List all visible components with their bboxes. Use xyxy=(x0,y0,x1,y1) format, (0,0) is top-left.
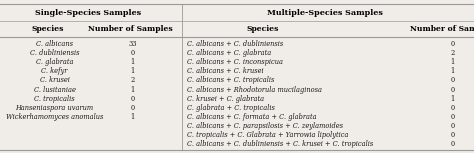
Text: 0: 0 xyxy=(131,49,135,57)
Text: Number of Samples: Number of Samples xyxy=(88,25,173,33)
Text: 1: 1 xyxy=(451,67,455,75)
Text: C. albicans + C. tropicalis: C. albicans + C. tropicalis xyxy=(187,76,274,84)
Text: C. glabrata + C. tropicalis: C. glabrata + C. tropicalis xyxy=(187,104,275,112)
Text: Number of Samples: Number of Samples xyxy=(410,25,474,33)
Text: Hanseniaspora uvarum: Hanseniaspora uvarum xyxy=(16,104,93,112)
Text: Multiple-Species Samples: Multiple-Species Samples xyxy=(267,9,383,17)
Text: 0: 0 xyxy=(451,122,455,130)
Text: 1: 1 xyxy=(451,95,455,103)
Text: C. tropicalis + C. Glabrata + Yarrowia lipolytica: C. tropicalis + C. Glabrata + Yarrowia l… xyxy=(187,131,349,139)
Text: C. tropicalis: C. tropicalis xyxy=(34,95,75,103)
Text: Single-Species Samples: Single-Species Samples xyxy=(35,9,141,17)
Text: C. albicans + C. inconspicua: C. albicans + C. inconspicua xyxy=(187,58,283,66)
Text: 0: 0 xyxy=(451,131,455,139)
Text: 0: 0 xyxy=(131,104,135,112)
Text: C. albicans: C. albicans xyxy=(36,40,73,48)
Text: 0: 0 xyxy=(451,76,455,84)
Text: 1: 1 xyxy=(131,67,135,75)
Text: C. albicans + C. formata + C. glabrata: C. albicans + C. formata + C. glabrata xyxy=(187,113,317,121)
Text: 1: 1 xyxy=(451,58,455,66)
Text: 1: 1 xyxy=(131,113,135,121)
Text: C. kefyr: C. kefyr xyxy=(41,67,68,75)
Text: 0: 0 xyxy=(451,113,455,121)
Text: 2: 2 xyxy=(131,76,135,84)
Text: C. krusei + C. glabrata: C. krusei + C. glabrata xyxy=(187,95,264,103)
Text: C. glabrata: C. glabrata xyxy=(36,58,73,66)
Text: C. albicans + C. dubliniensis: C. albicans + C. dubliniensis xyxy=(187,40,283,48)
Text: 33: 33 xyxy=(128,40,137,48)
Text: 2: 2 xyxy=(451,49,455,57)
Text: C. albicans + C. krusei: C. albicans + C. krusei xyxy=(187,67,264,75)
Text: 1: 1 xyxy=(131,58,135,66)
Text: C. albicans + C. glabrata: C. albicans + C. glabrata xyxy=(187,49,272,57)
Text: 0: 0 xyxy=(451,40,455,48)
Text: 0: 0 xyxy=(451,86,455,93)
Text: Wickerhamomyces anomalus: Wickerhamomyces anomalus xyxy=(6,113,103,121)
Text: Species: Species xyxy=(31,25,64,33)
Text: Species: Species xyxy=(247,25,279,33)
Text: 1: 1 xyxy=(131,86,135,93)
Text: C. albicans + C. parapsilosis + C. zeylamoides: C. albicans + C. parapsilosis + C. zeyla… xyxy=(187,122,343,130)
Text: C. dubliniensis: C. dubliniensis xyxy=(30,49,79,57)
Text: 0: 0 xyxy=(131,95,135,103)
Text: C. krusei: C. krusei xyxy=(39,76,70,84)
Text: 0: 0 xyxy=(451,104,455,112)
Text: 0: 0 xyxy=(451,140,455,148)
Text: C. lusitaniae: C. lusitaniae xyxy=(34,86,75,93)
Text: C. albicans + Rhodotorula mucilaginosa: C. albicans + Rhodotorula mucilaginosa xyxy=(187,86,322,93)
Text: C. albicans + C. dubliniensis + C. krusei + C. tropicalis: C. albicans + C. dubliniensis + C. kruse… xyxy=(187,140,374,148)
